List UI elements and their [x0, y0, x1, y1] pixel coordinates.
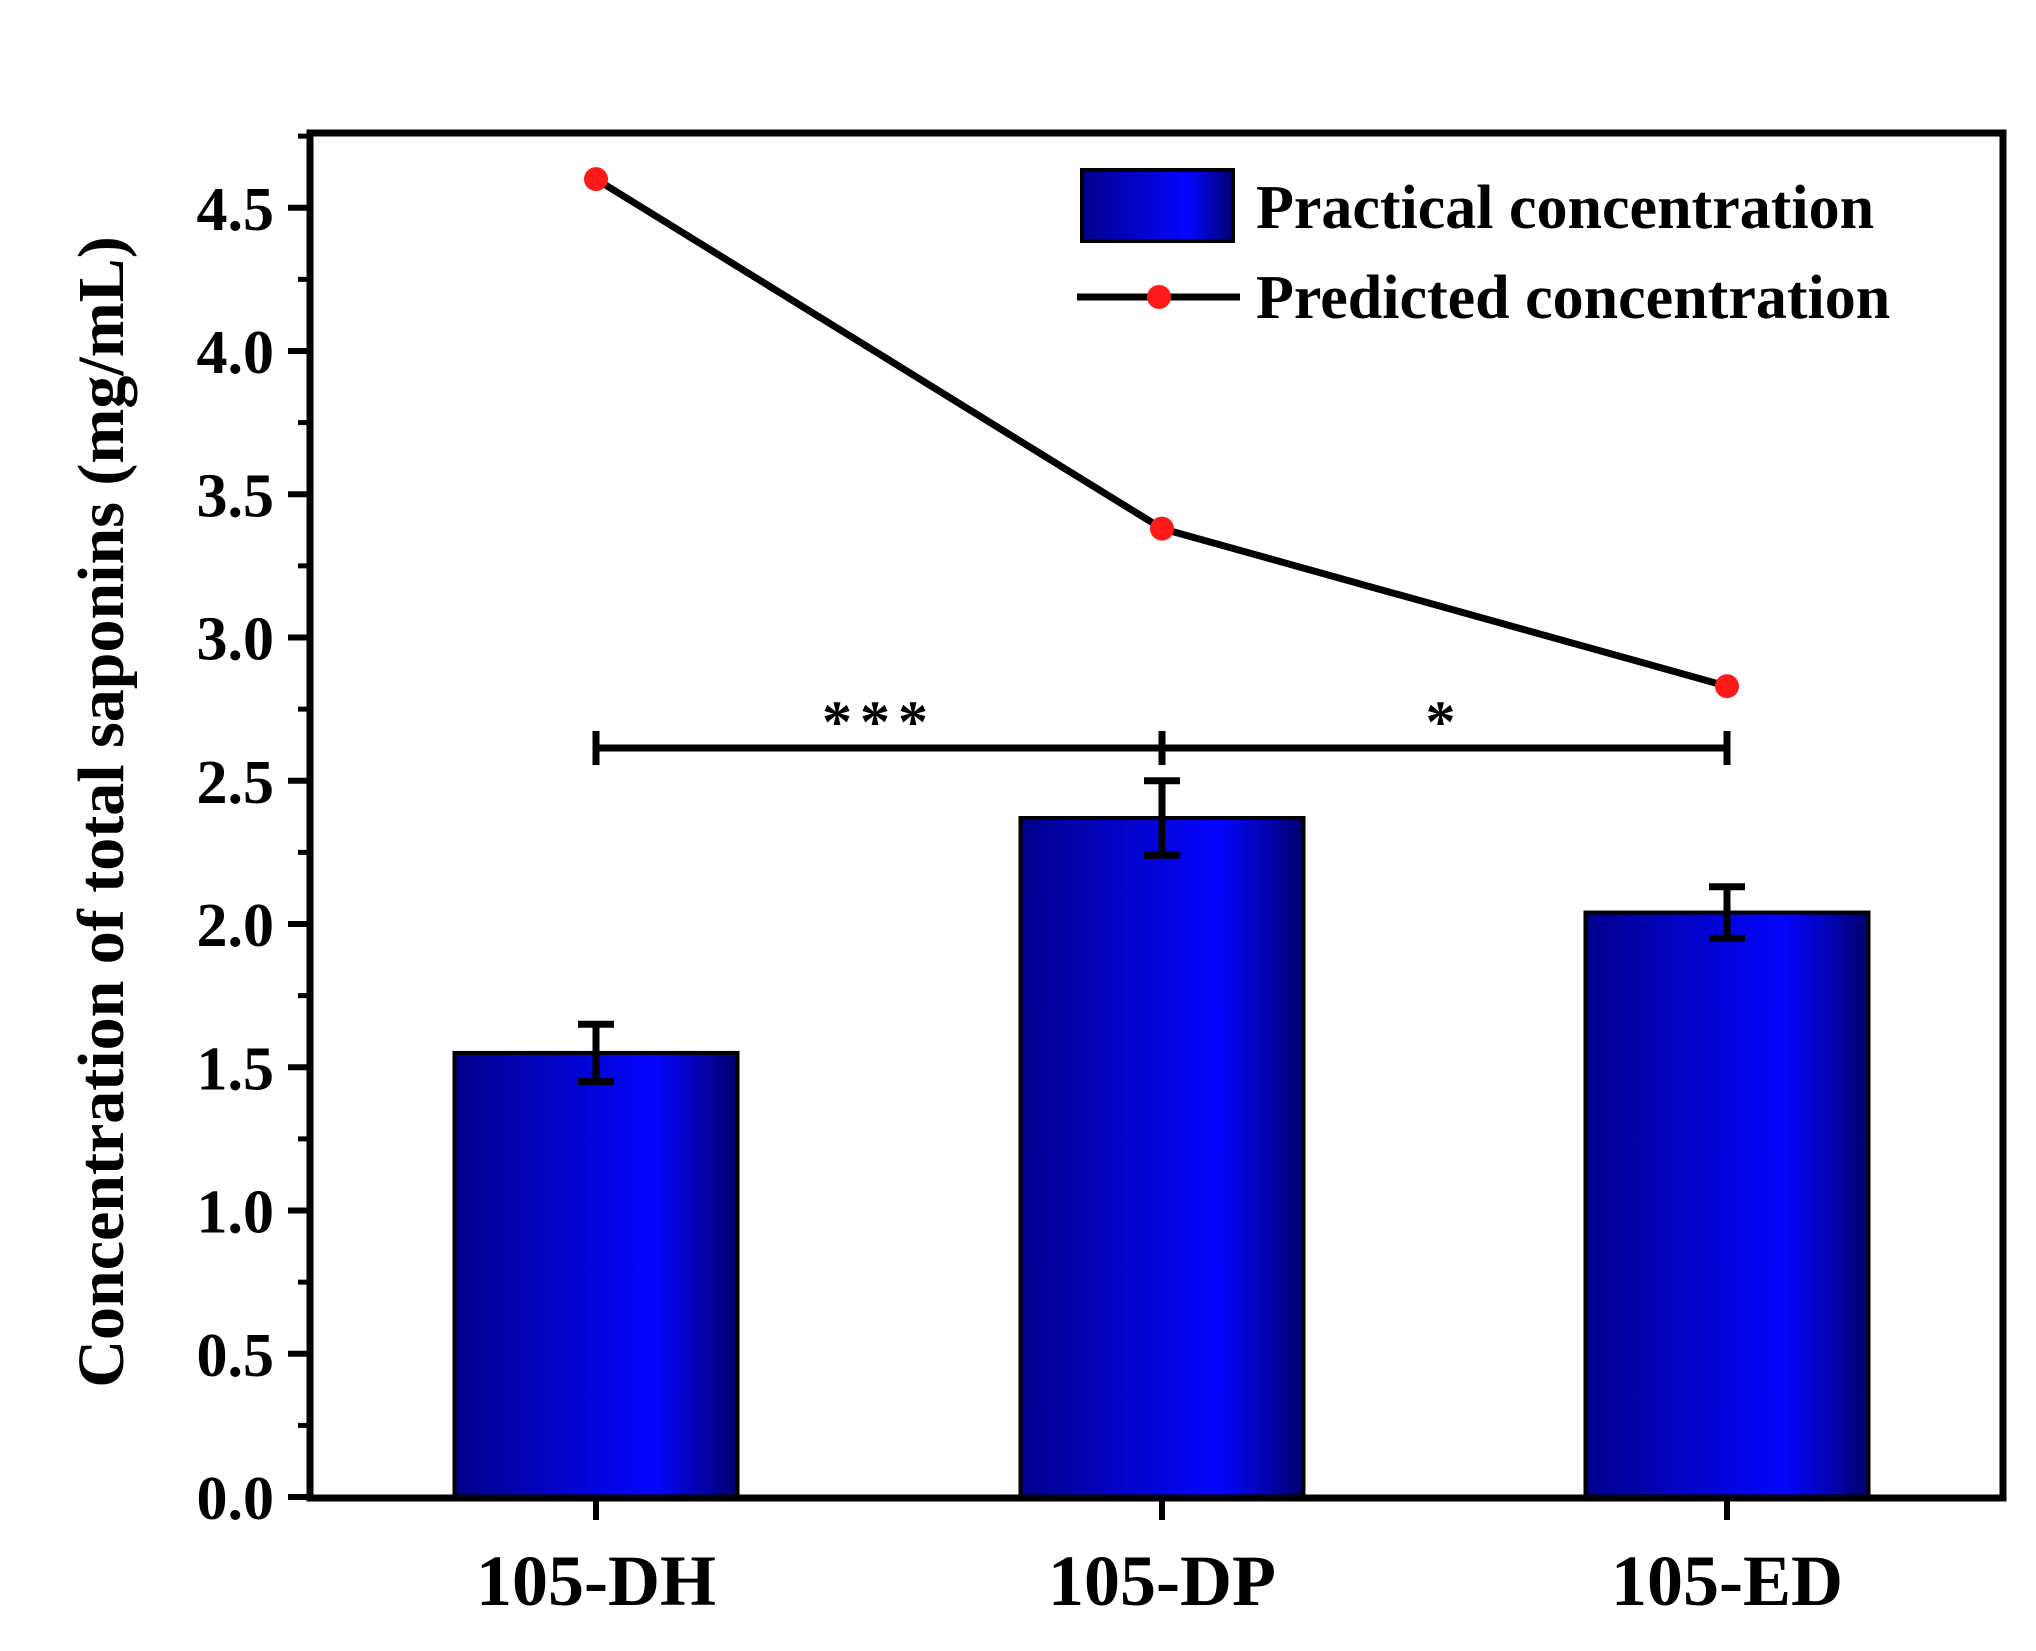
y-tick-label: 4.5 [197, 176, 275, 244]
bar [1583, 910, 1871, 1499]
x-axis-labels: 105-DH 105-DP 105-ED [476, 1498, 1843, 1621]
y-tick-label: 1.0 [197, 1179, 275, 1247]
legend-swatch-practical [1080, 168, 1235, 243]
y-tick-label: 3.0 [197, 606, 275, 674]
x-tick-label: 105-DH [476, 1541, 716, 1621]
significance-bracket: *** * [592, 689, 1731, 765]
x-tick-label: 105-ED [1611, 1541, 1843, 1621]
y-axis-ticks: 0.0 0.5 1.0 1.5 2.0 2.5 3.0 3.5 4.0 4.5 [197, 133, 310, 1533]
predicted-line [584, 167, 1739, 699]
y-axis-title: Concentration of total saponins (mg/mL) [65, 236, 138, 1387]
predicted-point [584, 167, 608, 192]
legend-marker-predicted [1147, 285, 1171, 309]
significance-label: *** [822, 689, 936, 755]
bars [452, 815, 1871, 1500]
y-tick-label: 0.0 [197, 1465, 275, 1533]
plot-frame [306, 129, 2007, 1502]
y-tick-label: 4.0 [197, 319, 275, 387]
x-tick-label: 105-DP [1048, 1541, 1276, 1621]
predicted-line-path [594, 176, 1728, 690]
legend-label-practical: Practical concentration [1256, 174, 1874, 242]
significance-label: * [1426, 689, 1464, 755]
y-tick-label: 3.5 [197, 462, 275, 530]
legend-label-predicted: Predicted concentration [1256, 264, 1890, 332]
predicted-point [1150, 516, 1174, 541]
bar [452, 1050, 740, 1500]
error-bars [578, 777, 1745, 1086]
legend: Practical concentration Predicted concen… [1077, 168, 1890, 332]
y-tick-label: 0.5 [197, 1322, 275, 1390]
y-tick-label: 2.5 [197, 749, 275, 817]
bar [1018, 815, 1306, 1499]
predicted-point [1715, 674, 1739, 699]
y-tick-label: 1.5 [197, 1035, 275, 1103]
y-tick-label: 2.0 [197, 892, 275, 960]
